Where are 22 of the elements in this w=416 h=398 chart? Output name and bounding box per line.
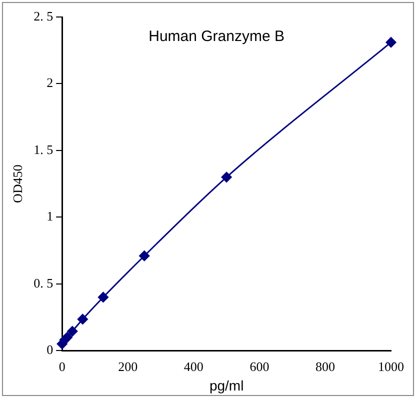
text: Human Granzyme B [148,28,284,46]
x-axis-title: pg/ml [209,377,244,394]
point [77,314,88,324]
y-tick-label: 1. 5 [34,142,54,157]
y-tick-label: 0. 5 [34,275,54,290]
point [67,326,78,336]
x-tick-label: 600 [250,358,270,374]
point [139,250,150,262]
x-tick-label: 0 [58,358,66,374]
x-tick-label: 200 [118,358,138,374]
y-tick-label: 0 [46,342,54,358]
x-tick-label: 800 [315,358,335,374]
point [98,292,108,302]
point [221,172,232,182]
y-axis-title: OD450 [10,164,26,203]
x-tick-label: 1000 [378,358,404,374]
point [62,332,72,343]
x-tick-label: 400 [184,358,204,374]
y-tick-label: 2. 5 [34,8,54,24]
point [386,37,396,48]
y-tick-label: 2 [46,75,54,90]
y-tick-label: 1 [46,208,54,224]
